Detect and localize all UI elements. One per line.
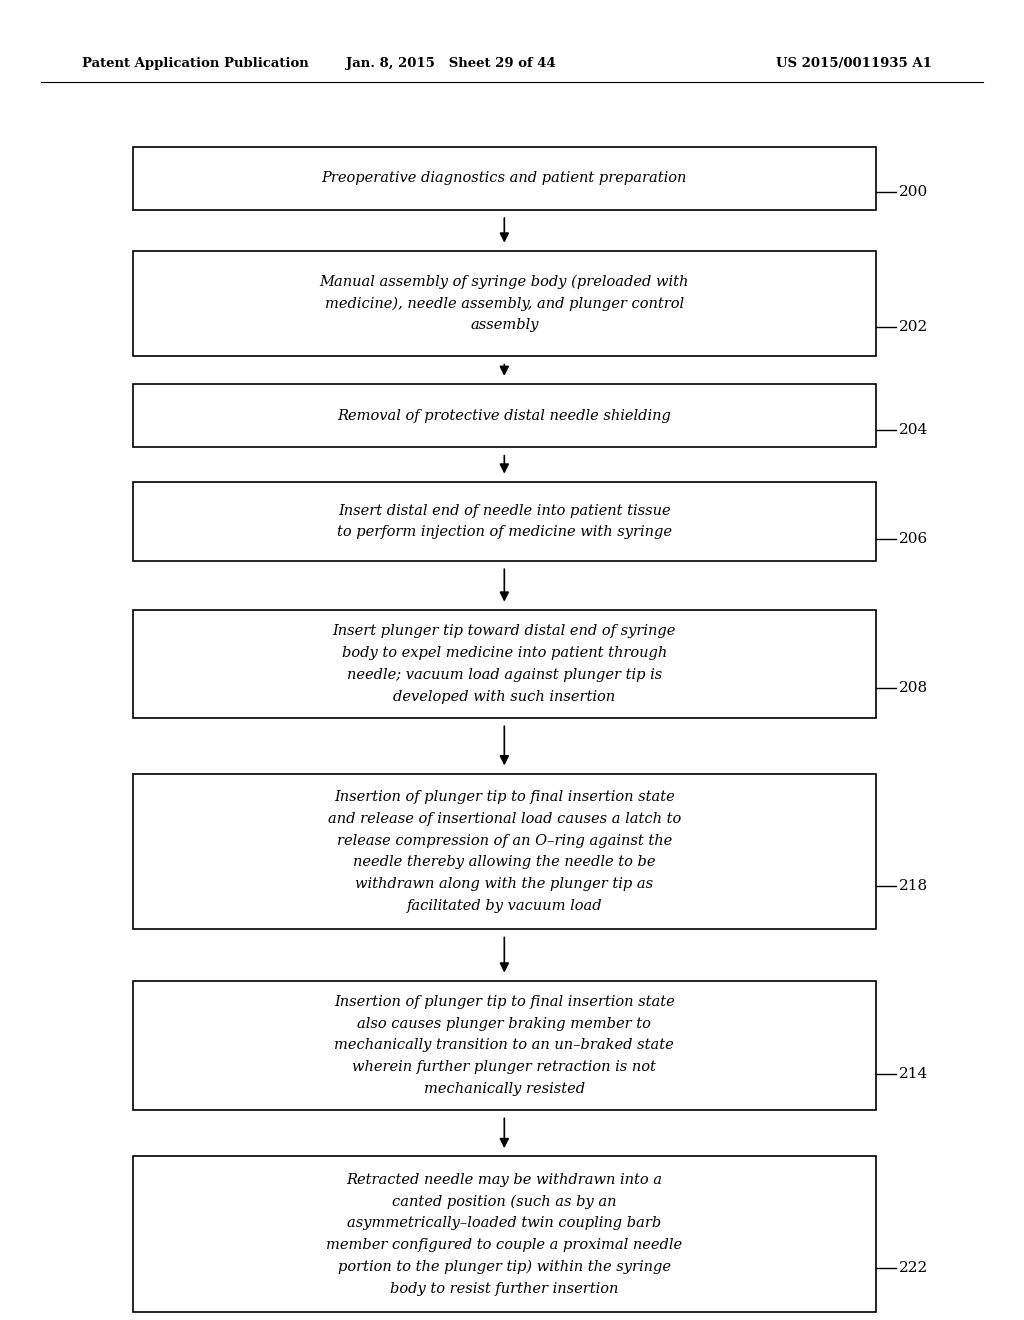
Text: canted position (such as by an: canted position (such as by an	[392, 1195, 616, 1209]
Text: mechanically resisted: mechanically resisted	[424, 1082, 585, 1096]
Text: body to expel medicine into patient through: body to expel medicine into patient thro…	[342, 645, 667, 660]
Text: 218: 218	[899, 879, 928, 892]
Text: Insert plunger tip toward distal end of syringe: Insert plunger tip toward distal end of …	[333, 624, 676, 639]
Text: Patent Application Publication: Patent Application Publication	[82, 57, 308, 70]
Text: body to resist further insertion: body to resist further insertion	[390, 1282, 618, 1296]
Bar	[133, 1156, 876, 1312]
Text: Manual assembly of syringe body (preloaded with: Manual assembly of syringe body (preload…	[319, 275, 689, 289]
Text: needle thereby allowing the needle to be: needle thereby allowing the needle to be	[353, 855, 655, 870]
Text: 206: 206	[899, 532, 929, 546]
Text: also causes plunger braking member to: also causes plunger braking member to	[357, 1016, 651, 1031]
Text: Insert distal end of needle into patient tissue: Insert distal end of needle into patient…	[338, 503, 671, 517]
Text: 214: 214	[899, 1067, 929, 1081]
Text: asymmetrically–loaded twin coupling barb: asymmetrically–loaded twin coupling barb	[347, 1216, 662, 1230]
Bar	[133, 981, 876, 1110]
Text: developed with such insertion: developed with such insertion	[393, 689, 615, 704]
Text: withdrawn along with the plunger tip as: withdrawn along with the plunger tip as	[355, 876, 653, 891]
Bar	[133, 482, 876, 561]
Text: member configured to couple a proximal needle: member configured to couple a proximal n…	[327, 1238, 682, 1253]
Bar	[133, 384, 876, 447]
Text: 204: 204	[899, 422, 929, 437]
Text: assembly: assembly	[470, 318, 539, 333]
Bar	[133, 610, 876, 718]
Text: needle; vacuum load against plunger tip is: needle; vacuum load against plunger tip …	[347, 668, 662, 682]
Text: Preoperative diagnostics and patient preparation: Preoperative diagnostics and patient pre…	[322, 172, 687, 185]
Text: portion to the plunger tip) within the syringe: portion to the plunger tip) within the s…	[338, 1259, 671, 1274]
Text: Retracted needle may be withdrawn into a: Retracted needle may be withdrawn into a	[346, 1172, 663, 1187]
Text: medicine), needle assembly, and plunger control: medicine), needle assembly, and plunger …	[325, 297, 684, 310]
Text: US 2015/0011935 A1: US 2015/0011935 A1	[776, 57, 932, 70]
Bar	[133, 774, 876, 929]
Text: facilitated by vacuum load: facilitated by vacuum load	[407, 899, 602, 913]
Text: 208: 208	[899, 681, 928, 694]
Text: 200: 200	[899, 185, 929, 199]
Text: Insertion of plunger tip to final insertion state: Insertion of plunger tip to final insert…	[334, 789, 675, 804]
Text: wherein further plunger retraction is not: wherein further plunger retraction is no…	[352, 1060, 656, 1074]
Text: Removal of protective distal needle shielding: Removal of protective distal needle shie…	[337, 409, 672, 422]
Text: mechanically transition to an un–braked state: mechanically transition to an un–braked …	[335, 1039, 674, 1052]
Text: to perform injection of medicine with syringe: to perform injection of medicine with sy…	[337, 525, 672, 540]
Text: Insertion of plunger tip to final insertion state: Insertion of plunger tip to final insert…	[334, 995, 675, 1008]
Bar	[133, 251, 876, 356]
Text: and release of insertional load causes a latch to: and release of insertional load causes a…	[328, 812, 681, 826]
Text: 222: 222	[899, 1262, 929, 1275]
Text: 202: 202	[899, 319, 929, 334]
Text: release compression of an O–ring against the: release compression of an O–ring against…	[337, 833, 672, 847]
Bar	[133, 147, 876, 210]
Text: Jan. 8, 2015   Sheet 29 of 44: Jan. 8, 2015 Sheet 29 of 44	[346, 57, 555, 70]
